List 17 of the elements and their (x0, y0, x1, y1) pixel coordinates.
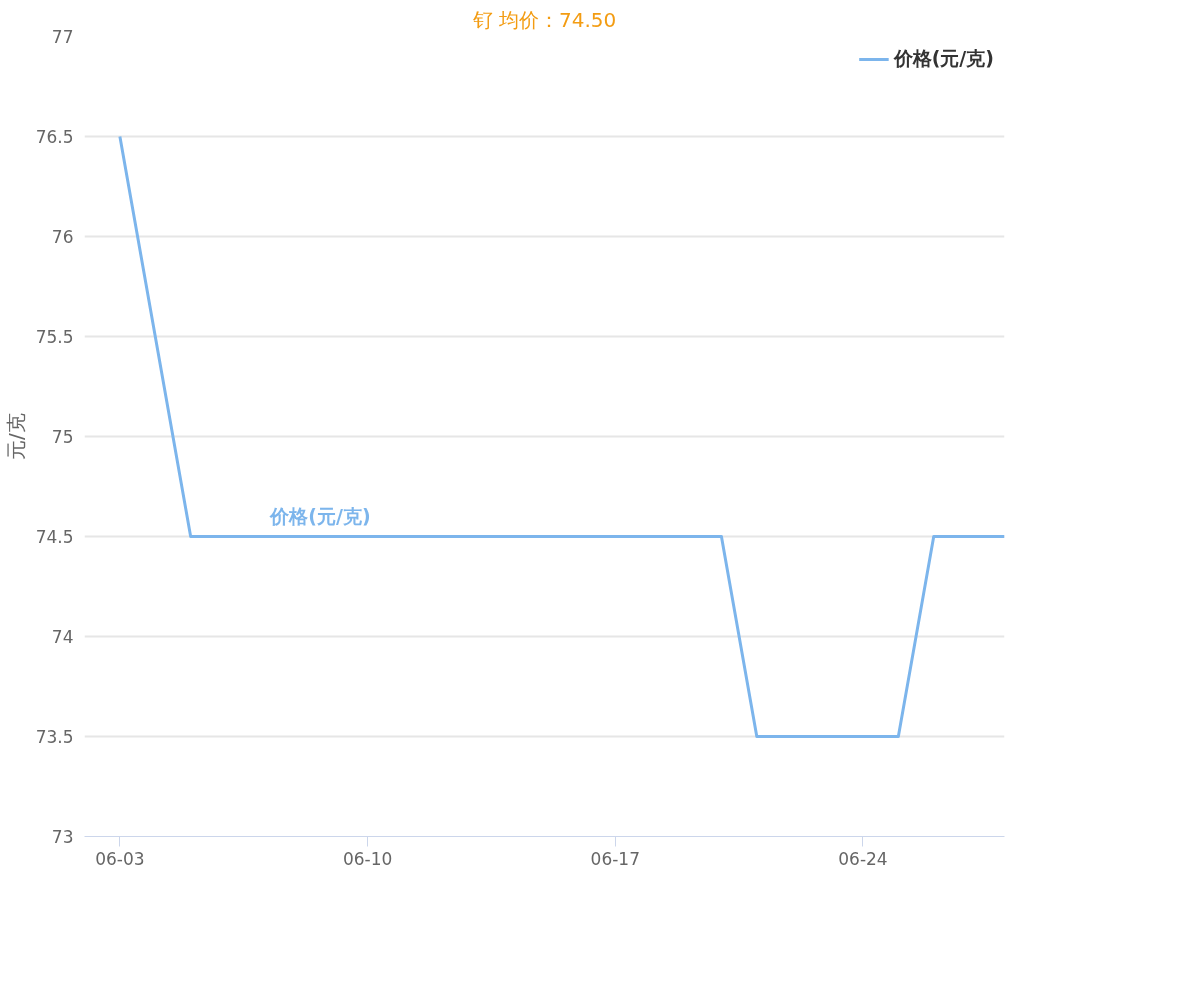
y-axis-title: 元/克 (3, 413, 28, 460)
x-tick-label: 06-24 (838, 848, 888, 869)
y-tick-label: 75 (51, 427, 74, 447)
y-tick-label: 74 (51, 627, 74, 647)
y-tick-label: 77 (51, 27, 74, 47)
y-tick-label: 74.5 (35, 527, 74, 547)
y-tick-label: 76.5 (35, 127, 74, 147)
x-tick-label: 06-03 (95, 848, 145, 869)
chart-title: 钌 均价：74.50 (471, 7, 617, 32)
y-tick-label: 76 (51, 227, 74, 247)
y-tick-label: 75.5 (35, 327, 74, 347)
y-tick-label: 73 (51, 827, 74, 847)
legend-label: 价格(元/克) (893, 46, 994, 71)
text: 价格(元/克) (270, 504, 371, 527)
x-tick-label: 06-17 (590, 848, 640, 869)
x-tick-label: 06-10 (342, 848, 393, 869)
y-tick-label: 73.5 (35, 727, 74, 747)
